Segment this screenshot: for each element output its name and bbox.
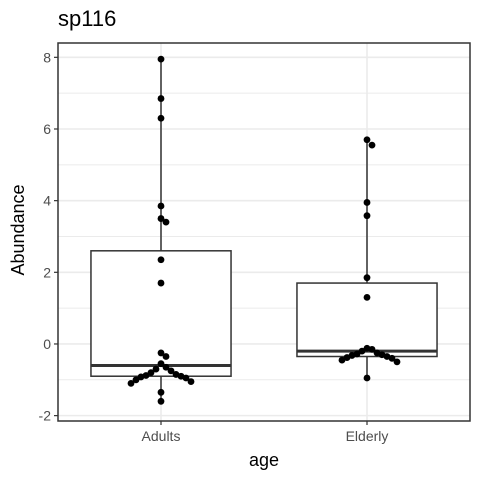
y-tick-label: 8: [43, 49, 51, 65]
data-point: [368, 141, 376, 149]
data-point: [162, 363, 170, 371]
data-point: [363, 199, 371, 206]
data-point: [157, 202, 165, 210]
y-tick-label: 4: [43, 193, 51, 209]
data-point: [363, 212, 371, 220]
y-axis-title: Abundance: [8, 184, 28, 275]
data-point: [167, 367, 175, 375]
data-point: [157, 388, 165, 396]
data-point: [187, 378, 195, 385]
y-tick-label: 0: [43, 336, 51, 352]
data-point: [157, 55, 165, 63]
data-point: [368, 345, 376, 353]
y-tick-label: -2: [39, 408, 52, 424]
data-point: [157, 95, 165, 102]
data-point: [137, 373, 145, 381]
data-point: [157, 349, 165, 357]
x-axis: Adults Elderly: [142, 421, 389, 444]
data-point: [363, 293, 371, 301]
data-point: [132, 376, 140, 384]
y-axis: -2 0 2 4 6 8: [39, 49, 58, 424]
data-point: [157, 256, 165, 264]
data-point: [157, 215, 165, 222]
chart-title: sp116: [58, 6, 116, 31]
data-point: [182, 374, 190, 382]
data-point: [363, 274, 371, 282]
data-point: [388, 354, 396, 362]
data-point: [127, 379, 135, 387]
data-point: [152, 365, 160, 373]
box-adults: [90, 250, 232, 377]
data-point: [162, 353, 170, 360]
x-tick-label-elderly: Elderly: [346, 428, 389, 444]
data-point: [157, 114, 165, 122]
data-point: [147, 369, 155, 377]
data-point: [157, 360, 165, 368]
data-point: [338, 356, 346, 364]
data-point: [363, 374, 371, 382]
data-point: [363, 136, 371, 144]
data-point: [358, 347, 366, 355]
x-tick-label-adults: Adults: [142, 428, 181, 444]
data-point: [393, 358, 401, 366]
y-tick-label: 2: [43, 264, 51, 280]
x-axis-title: age: [249, 450, 279, 470]
panel-border: [57, 42, 471, 422]
data-points: [127, 55, 401, 405]
data-point: [157, 397, 165, 405]
data-point: [157, 279, 165, 287]
y-tick-label: 6: [43, 121, 51, 137]
data-point: [162, 218, 170, 226]
